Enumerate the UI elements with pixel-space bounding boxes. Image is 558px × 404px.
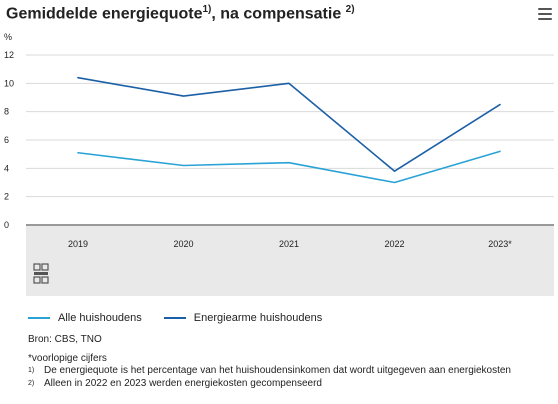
line-chart: 0 2 4 6 8 10 12 % 2019 2020 2021 2022 2023* bbox=[4, 32, 554, 296]
data-point[interactable] bbox=[392, 180, 397, 185]
data-point[interactable] bbox=[181, 163, 186, 168]
provisional-note: *voorlopige cijfers bbox=[28, 352, 107, 364]
footnote-1: 1) De energiequote is het percentage van… bbox=[28, 365, 511, 378]
title-footnote-1: 1) bbox=[202, 4, 212, 15]
x-tick-label: 2023* bbox=[488, 239, 512, 249]
data-point[interactable] bbox=[181, 94, 186, 99]
footnote-2-mark: 2) bbox=[28, 379, 35, 387]
y-tick-label: 6 bbox=[4, 135, 9, 145]
title-middle: , na compensatie bbox=[211, 5, 342, 23]
y-tick-label: 12 bbox=[4, 50, 14, 60]
data-point[interactable] bbox=[76, 75, 81, 80]
data-point[interactable] bbox=[498, 149, 503, 154]
footnote-1-mark: 1) bbox=[28, 367, 35, 374]
legend-item-energiearm[interactable]: Energiearme huishoudens bbox=[163, 312, 323, 324]
data-point[interactable] bbox=[392, 169, 397, 174]
legend-item-alle[interactable]: Alle huishoudens bbox=[28, 312, 142, 324]
data-point[interactable] bbox=[287, 160, 292, 165]
x-axis-band bbox=[26, 226, 554, 296]
data-point[interactable] bbox=[76, 150, 81, 155]
x-tick-label: 2022 bbox=[384, 239, 404, 249]
series-line-alle-huishoudens[interactable] bbox=[77, 150, 501, 184]
title-main: Gemiddelde energiequote bbox=[6, 5, 203, 23]
source-text: Bron: CBS, TNO bbox=[28, 334, 102, 345]
y-tick-label: 8 bbox=[4, 107, 9, 117]
series-line-energiearme-huishoudens[interactable] bbox=[77, 76, 501, 172]
x-tick-label: 2020 bbox=[173, 239, 193, 249]
legend-label-energiearm: Energiearme huishoudens bbox=[193, 312, 323, 324]
y-tick-label: 0 bbox=[4, 220, 9, 230]
data-point[interactable] bbox=[498, 102, 503, 107]
chart-title: Gemiddelde energiequote1), na compensati… bbox=[6, 4, 355, 23]
hamburger-menu-icon[interactable] bbox=[538, 8, 552, 20]
data-point[interactable] bbox=[287, 81, 292, 86]
y-tick-label: 4 bbox=[4, 163, 9, 173]
y-axis-label: % bbox=[4, 32, 12, 42]
title-footnote-2: 2) bbox=[345, 4, 355, 15]
footnote-2-text: Alleen in 2022 en 2023 werden energiekos… bbox=[44, 377, 322, 389]
chart-legend: Alle huishoudens Energiearme huishoudens bbox=[28, 312, 322, 324]
x-tick-label: 2021 bbox=[279, 239, 299, 249]
y-tick-label: 10 bbox=[4, 78, 14, 88]
legend-swatch-energiearm bbox=[163, 317, 186, 319]
x-tick-label: 2019 bbox=[68, 239, 88, 249]
y-tick-label: 2 bbox=[4, 192, 9, 202]
cbs-logo-icon bbox=[33, 263, 49, 284]
footnote-2: 2) Alleen in 2022 en 2023 werden energie… bbox=[28, 378, 511, 391]
legend-label-alle: Alle huishoudens bbox=[58, 312, 142, 324]
chart-footer: Bron: CBS, TNO *voorlopige cijfers 1) De… bbox=[28, 334, 511, 390]
footnote-1-text: De energiequote is het percentage van he… bbox=[44, 365, 511, 376]
legend-swatch-alle bbox=[28, 317, 50, 319]
chart-area: 0 2 4 6 8 10 12 % 2019 2020 2021 2022 2023* bbox=[0, 28, 558, 302]
